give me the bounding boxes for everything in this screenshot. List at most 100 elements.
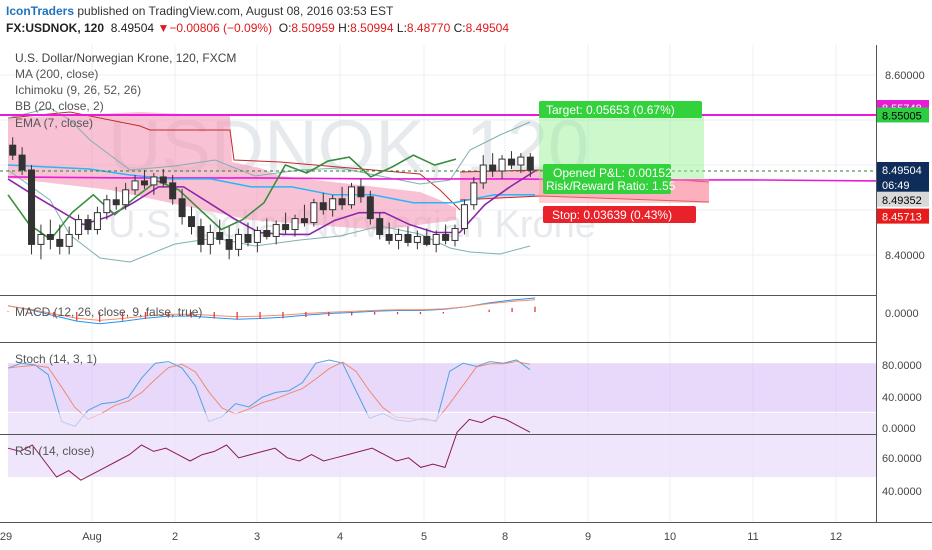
legend-ema: EMA (7, close) xyxy=(15,116,93,130)
bb-lower xyxy=(7,169,531,263)
price-badge xyxy=(877,191,929,207)
low-value: 8.48770 xyxy=(406,21,451,35)
high-value: 8.50994 xyxy=(350,21,394,35)
macd-label: MACD (12, 26, close, 9, false, true) xyxy=(15,305,202,319)
legend-bb: BB (20, close, 2) xyxy=(15,99,104,113)
candle-body xyxy=(169,182,177,200)
candle-body xyxy=(263,230,271,237)
candle-body xyxy=(103,199,111,214)
rsi-axis: 60.0000 40.0000 xyxy=(882,453,922,498)
candle-body xyxy=(178,198,186,218)
candle-body xyxy=(517,156,525,166)
price-badge xyxy=(877,107,929,123)
down-arrow-icon: ▼ xyxy=(157,21,170,35)
candle-body xyxy=(300,218,308,224)
candle-body xyxy=(310,202,318,224)
candle-body xyxy=(498,158,506,172)
price-axis[interactable]: 8.60000 8.40000 xyxy=(885,70,925,262)
candle-body xyxy=(395,233,403,241)
price-badge-text: 8.55005 xyxy=(882,110,922,122)
candle-body xyxy=(470,182,478,206)
stoch-tick: 80.0000 xyxy=(882,360,922,372)
candle-body xyxy=(272,224,280,237)
time-label: 3 xyxy=(254,531,260,543)
price-badge-text: 8.49504 xyxy=(882,165,922,177)
publish-line: IconTraders published on TradingView.com… xyxy=(6,4,393,18)
macd-pane xyxy=(7,297,536,325)
long-position-tool[interactable]: Target: 0.05653 (0.67%) Opened P&L: 0.00… xyxy=(539,101,709,223)
price-badge-text: 8.45713 xyxy=(882,212,922,224)
stoch-axis: 80.0000 40.0000 0.0000 xyxy=(882,360,922,435)
candle-body xyxy=(423,235,431,245)
price-badge xyxy=(877,208,929,224)
candle-body xyxy=(253,230,261,243)
candle-body xyxy=(197,226,205,245)
main-legend: U.S. Dollar/Norwegian Krone, 120, FXCM M… xyxy=(15,51,236,130)
candle-body xyxy=(84,219,92,231)
author-link[interactable]: IconTraders xyxy=(6,4,75,18)
senkou-a-line xyxy=(7,111,461,211)
stoch-label: Stoch (14, 3, 1) xyxy=(15,352,97,366)
symbol-label: FX:USDNOK, 120 xyxy=(6,21,105,35)
senkou-b-future xyxy=(459,195,710,203)
price-tick: 8.40000 xyxy=(885,250,925,262)
candle-body xyxy=(385,233,393,241)
bollinger-bands xyxy=(7,107,531,263)
open-label: O: xyxy=(278,21,292,35)
candle-body xyxy=(413,235,421,243)
candle-body xyxy=(479,164,487,184)
candle-body xyxy=(235,233,243,250)
time-label: Aug xyxy=(82,531,102,543)
lagging-span-line xyxy=(7,154,457,241)
candle-body xyxy=(489,164,497,172)
candle-body xyxy=(319,202,327,211)
stop-label: Stop: 0.03639 (0.43%) xyxy=(552,208,672,222)
close-value: 8.49504 xyxy=(465,21,510,35)
candle-body xyxy=(112,199,120,206)
open-value: 8.50959 xyxy=(291,21,335,35)
candle-body xyxy=(37,233,45,245)
candle-body xyxy=(225,238,233,250)
time-label: 12 xyxy=(830,531,842,543)
low-label: L: xyxy=(396,21,407,35)
candle-body xyxy=(187,216,196,228)
close-label: C: xyxy=(453,21,466,35)
time-label: 11 xyxy=(747,531,758,543)
time-label: 4 xyxy=(337,531,343,543)
time-label: 10 xyxy=(664,531,676,543)
legend-ma: MA (200, close) xyxy=(15,67,98,81)
stop-box xyxy=(543,206,696,223)
candle-body xyxy=(282,224,290,231)
stoch-k-line xyxy=(7,359,531,427)
candle-body xyxy=(93,212,101,231)
candle-body xyxy=(56,238,64,247)
time-label: 8 xyxy=(502,531,508,543)
candle-body xyxy=(291,218,299,231)
macd-axis: 0.0000 xyxy=(885,308,919,320)
candle-body xyxy=(404,233,412,243)
kijun-line xyxy=(7,164,535,204)
candle-body xyxy=(460,204,468,230)
candle-body xyxy=(347,186,356,206)
candle-body xyxy=(357,186,365,198)
candle-body xyxy=(150,176,158,186)
legend-ichimoku: Ichimoku (9, 26, 52, 26) xyxy=(15,83,141,97)
candle-body xyxy=(46,233,54,240)
time-label: 9 xyxy=(585,531,591,543)
time-axis[interactable]: 29 Aug 2 3 4 5 8 9 10 11 12 xyxy=(0,531,842,543)
price-badge xyxy=(877,176,929,192)
candle-body xyxy=(65,233,73,247)
candlesticks xyxy=(9,137,534,260)
rsi-line xyxy=(7,415,531,481)
candle-body xyxy=(329,198,337,211)
rsi-band xyxy=(8,413,876,477)
bb-upper xyxy=(7,107,531,185)
publish-text: published on TradingView.com, August 08,… xyxy=(77,4,394,18)
rsi-tick: 40.0000 xyxy=(882,486,922,498)
price-badge-text: 8.49352 xyxy=(882,195,922,207)
rsi-pane xyxy=(7,413,876,481)
macd-tick: 0.0000 xyxy=(885,308,919,320)
time-label: 2 xyxy=(172,531,178,543)
